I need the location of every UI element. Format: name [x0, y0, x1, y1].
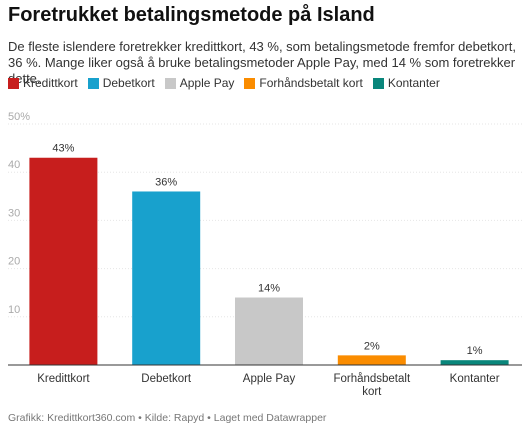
legend-item-kontanter: Kontanter: [372, 76, 440, 90]
legend: Kredittkort Debetkort Apple Pay Forhånds…: [8, 76, 440, 90]
y-tick-label: 50%: [8, 111, 30, 123]
legend-swatch: [372, 77, 384, 89]
x-tick-label: Apple Pay: [243, 373, 296, 385]
legend-label: Apple Pay: [179, 76, 235, 90]
legend-item-forhandsbetalt-kort: Forhåndsbetalt kort: [244, 76, 363, 90]
legend-label: Kontanter: [387, 76, 440, 90]
y-tick-label: 30: [8, 207, 20, 219]
legend-swatch: [8, 77, 19, 89]
bar-value-label: 1%: [467, 345, 483, 357]
x-tick-label: Forhåndsbetalt: [333, 373, 411, 385]
legend-swatch: [164, 77, 176, 89]
y-tick-label: 20: [8, 256, 20, 268]
bar: [440, 360, 509, 365]
bar-chart: 10 20 30 40 50% 43% Kredittkort 36% Debetkort 14%…: [8, 111, 522, 398]
x-tick-label: Kredittkort: [37, 373, 90, 385]
y-tick-label: 10: [8, 304, 20, 316]
bar-value-label: 2%: [364, 340, 380, 352]
bar: [235, 297, 303, 365]
bar-value-label: 43%: [52, 143, 74, 155]
legend-label: Forhåndsbetalt kort: [259, 76, 363, 90]
bar-value-label: 14%: [258, 283, 280, 295]
legend-item-apple-pay: Apple Pay: [164, 76, 235, 90]
chart-footer: Grafikk: Kredittkort360.com • Kilde: Rap…: [8, 412, 327, 424]
legend-label: Debetkort: [102, 76, 155, 90]
chart-title: Foretrukket betalingsmetode på Island: [8, 4, 375, 26]
legend-swatch: [87, 77, 99, 89]
x-tick-label: kort: [362, 386, 382, 398]
y-tick-label: 40: [8, 159, 20, 171]
legend-item-kredittkort: Kredittkort: [8, 76, 78, 90]
bar-value-label: 36%: [155, 176, 177, 188]
x-tick-label: Debetkort: [141, 373, 192, 385]
legend-item-debetkort: Debetkort: [87, 76, 155, 90]
legend-swatch: [244, 77, 256, 89]
bar: [337, 355, 406, 365]
bar: [132, 191, 201, 365]
x-tick-label: Kontanter: [450, 373, 500, 385]
legend-label: Kredittkort: [23, 76, 78, 90]
bar: [29, 157, 98, 365]
